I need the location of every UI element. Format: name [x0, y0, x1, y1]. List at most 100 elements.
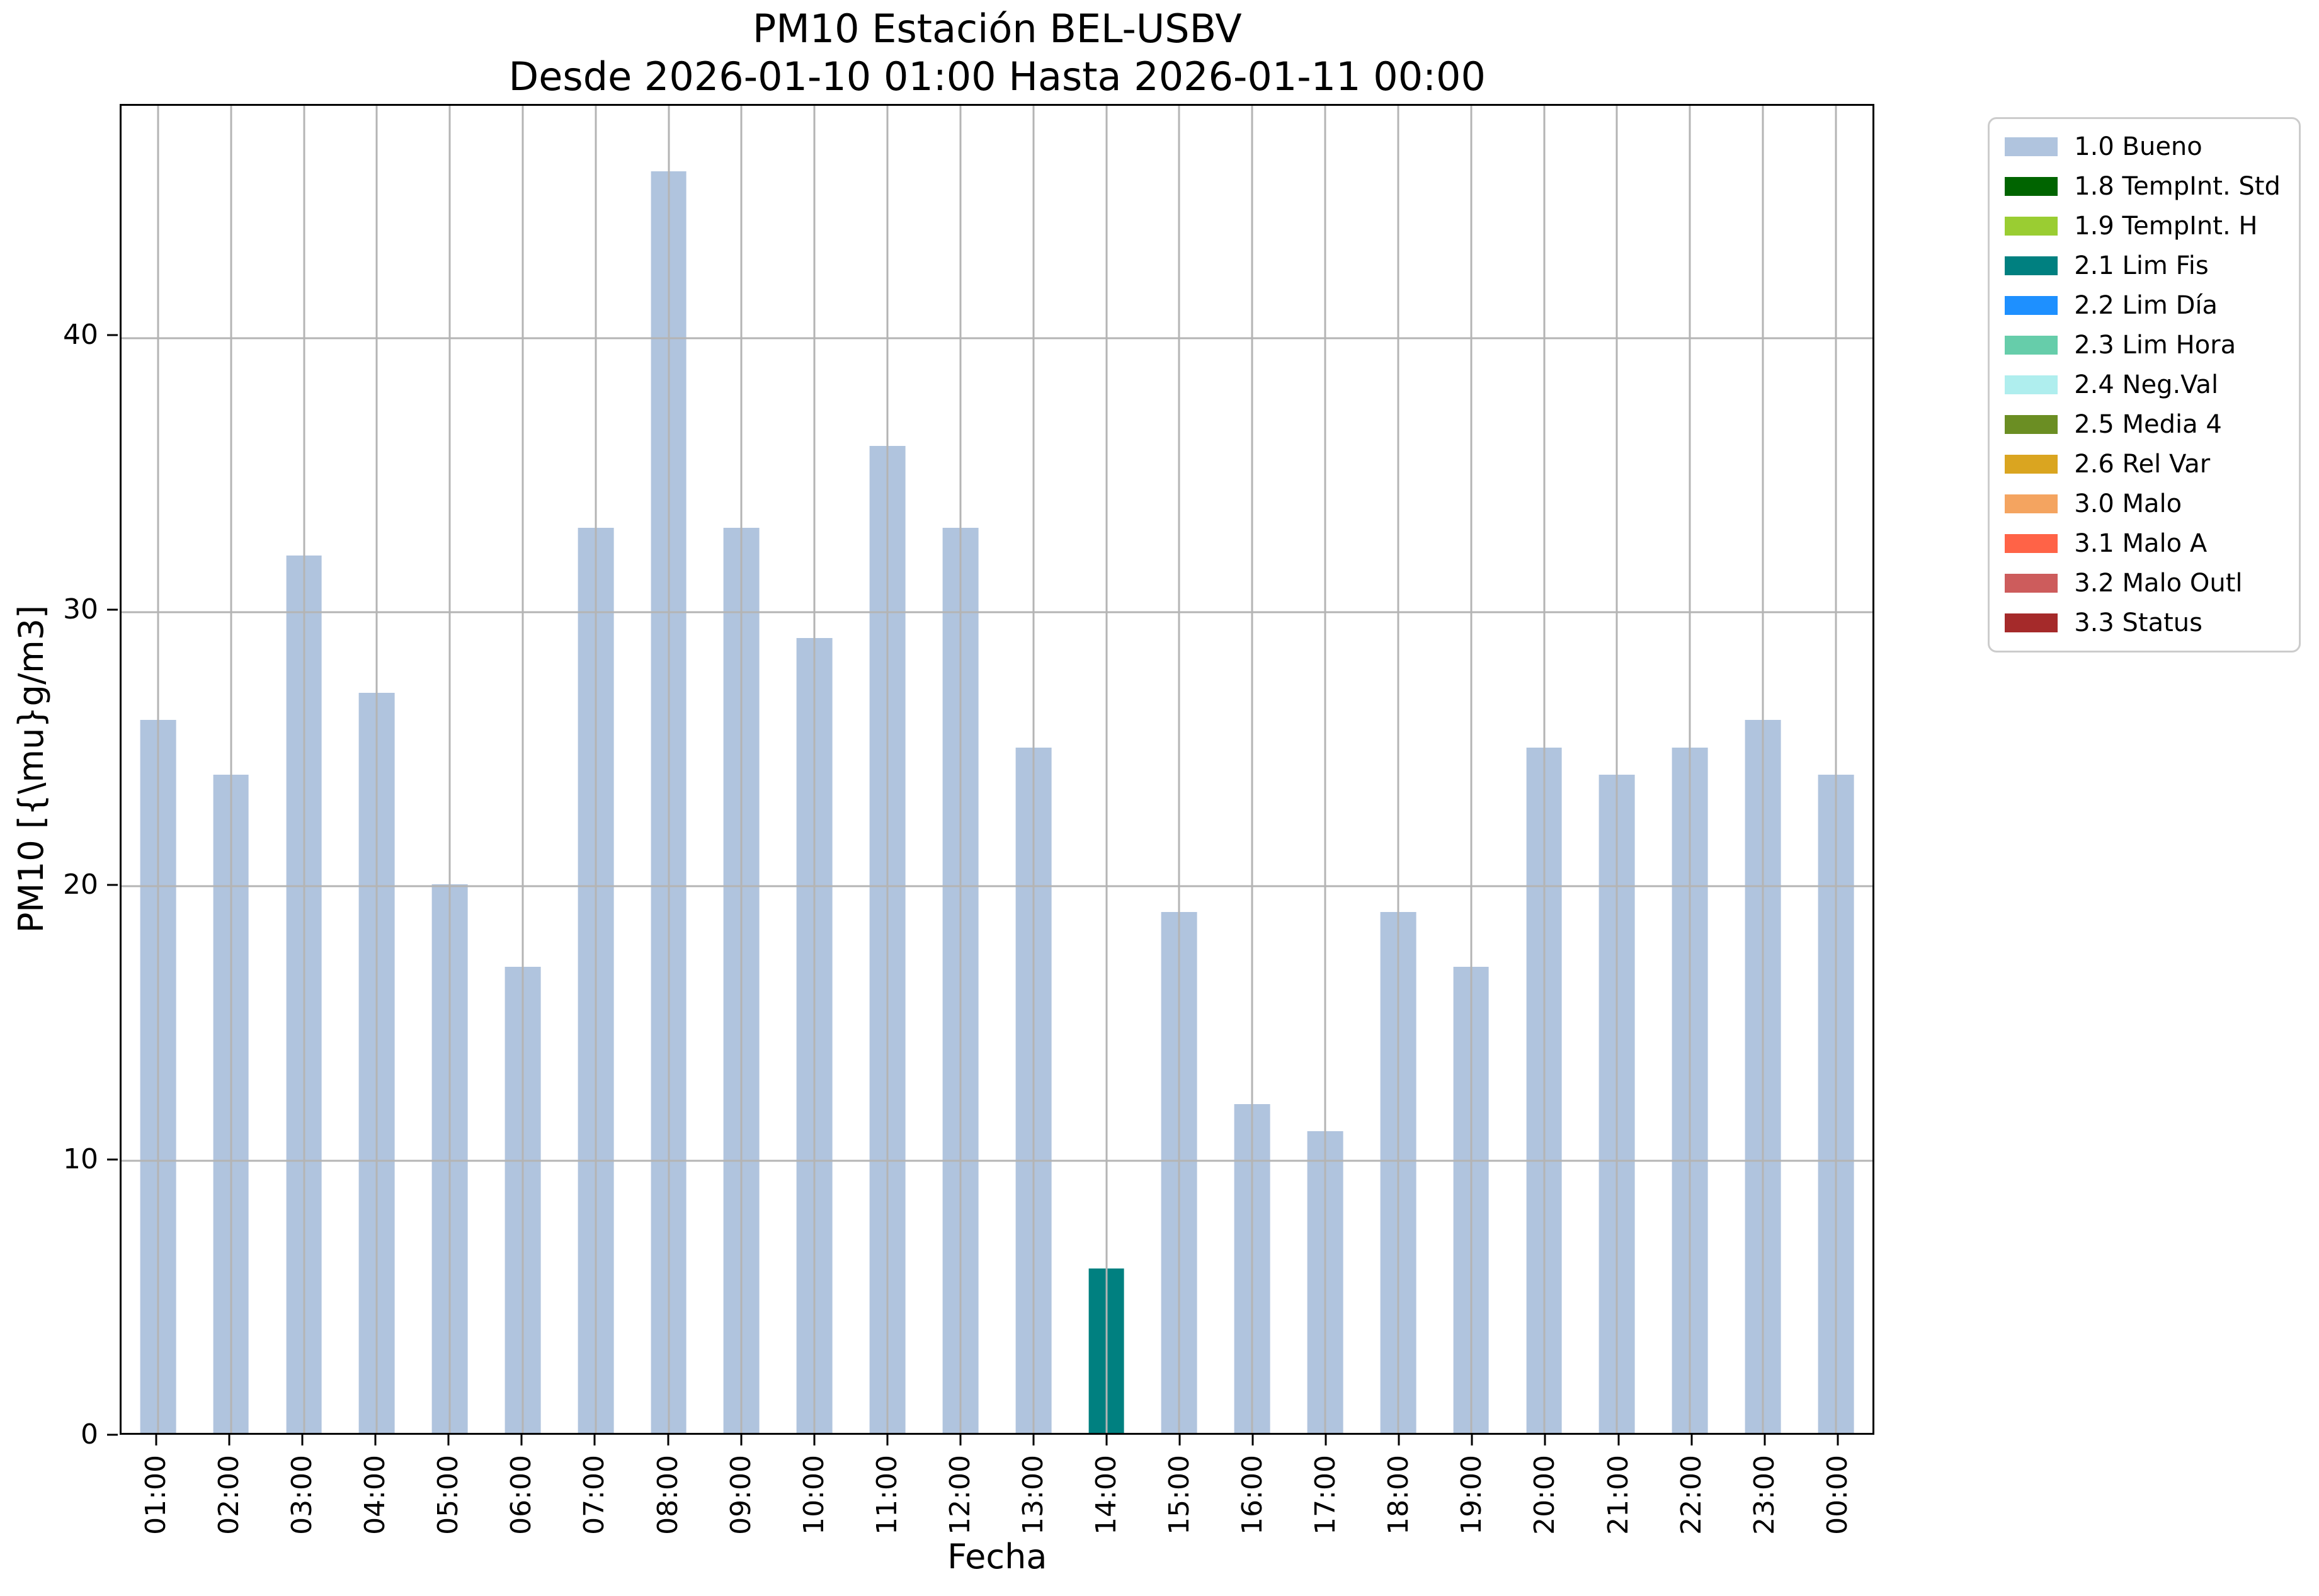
- vertical-gridline: [1178, 105, 1180, 1434]
- grid-layer: [121, 105, 1872, 1434]
- legend-label: 1.0 Bueno: [2074, 132, 2202, 162]
- x-tick-label: 19:00: [1456, 1455, 1488, 1535]
- x-tick-mark: [447, 1435, 450, 1446]
- legend-item: 3.0 Malo: [2005, 491, 2281, 516]
- x-tick-label: 08:00: [651, 1455, 684, 1535]
- legend-item: 2.6 Rel Var: [2005, 452, 2281, 477]
- x-tick-label: 01:00: [140, 1455, 173, 1535]
- vertical-gridline: [375, 105, 378, 1434]
- legend-item: 1.0 Bueno: [2005, 134, 2281, 159]
- vertical-gridline: [1105, 105, 1108, 1434]
- legend-item: 2.4 Neg.Val: [2005, 372, 2281, 397]
- x-tick-label: 18:00: [1382, 1455, 1415, 1535]
- legend-swatch-icon: [2005, 613, 2058, 633]
- x-tick-label: 20:00: [1529, 1455, 1561, 1535]
- vertical-gridline: [521, 105, 524, 1434]
- vertical-gridline: [1835, 105, 1837, 1434]
- vertical-gridline: [303, 105, 305, 1434]
- x-tick-label: 23:00: [1748, 1455, 1781, 1535]
- x-tick-label: 16:00: [1236, 1455, 1269, 1535]
- legend-label: 2.2 Lim Día: [2074, 291, 2218, 321]
- y-tick-mark: [106, 1158, 118, 1161]
- legend: 1.0 Bueno 1.8 TempInt. Std 1.9 TempInt. H 2…: [1988, 117, 2301, 653]
- legend-swatch-icon: [2005, 455, 2058, 474]
- legend-swatch-icon: [2005, 574, 2058, 593]
- x-tick-label: 14:00: [1090, 1455, 1122, 1535]
- y-tick-label: 20: [62, 868, 98, 901]
- y-axis-label: PM10 [{\mu}g/m3]: [11, 605, 51, 933]
- legend-label: 2.1 Lim Fis: [2074, 251, 2209, 281]
- y-tick-mark: [106, 1434, 118, 1436]
- x-tick-label: 12:00: [943, 1455, 976, 1535]
- x-tick-mark: [301, 1435, 304, 1446]
- legend-swatch-icon: [2005, 217, 2058, 236]
- x-tick-label: 10:00: [797, 1455, 830, 1535]
- legend-label: 2.3 Lim Hora: [2074, 331, 2236, 360]
- chart-title-block: PM10 Estación BEL-USBV Desde 2026-01-10 …: [509, 5, 1486, 100]
- vertical-gridline: [1543, 105, 1546, 1434]
- vertical-gridline: [448, 105, 451, 1434]
- legend-label: 2.4 Neg.Val: [2074, 370, 2219, 400]
- x-tick-label: 06:00: [505, 1455, 538, 1535]
- x-tick-mark: [155, 1435, 157, 1446]
- x-tick-mark: [740, 1435, 743, 1446]
- chart-title: PM10 Estación BEL-USBV: [752, 6, 1242, 52]
- legend-item: 3.3 Status: [2005, 610, 2281, 636]
- legend-swatch-icon: [2005, 375, 2058, 395]
- horizontal-gridline: [121, 611, 1872, 613]
- vertical-gridline: [813, 105, 816, 1434]
- x-tick-mark: [886, 1435, 889, 1446]
- vertical-gridline: [740, 105, 743, 1434]
- vertical-gridline: [1615, 105, 1618, 1434]
- x-tick-mark: [1032, 1435, 1035, 1446]
- legend-swatch-icon: [2005, 415, 2058, 435]
- x-tick-mark: [813, 1435, 816, 1446]
- vertical-gridline: [1032, 105, 1035, 1434]
- legend-swatch-icon: [2005, 137, 2058, 157]
- y-tick-label: 40: [62, 318, 98, 351]
- y-tick-label: 30: [62, 593, 98, 626]
- legend-label: 1.9 TempInt. H: [2074, 212, 2258, 241]
- vertical-gridline: [1689, 105, 1691, 1434]
- horizontal-gridline: [121, 337, 1872, 339]
- legend-swatch-icon: [2005, 296, 2058, 316]
- legend-label: 1.8 TempInt. Std: [2074, 172, 2281, 202]
- legend-label: 3.2 Malo Outl: [2074, 569, 2243, 598]
- x-tick-mark: [1325, 1435, 1327, 1446]
- vertical-gridline: [1251, 105, 1253, 1434]
- x-tick-mark: [593, 1435, 596, 1446]
- x-tick-mark: [667, 1435, 669, 1446]
- vertical-gridline: [1324, 105, 1326, 1434]
- vertical-gridline: [157, 105, 159, 1434]
- y-tick-label: 10: [62, 1143, 98, 1176]
- vertical-gridline: [1470, 105, 1473, 1434]
- x-tick-mark: [1617, 1435, 1620, 1446]
- vertical-gridline: [668, 105, 670, 1434]
- legend-item: 2.2 Lim Día: [2005, 293, 2281, 318]
- x-tick-mark: [374, 1435, 377, 1446]
- x-tick-mark: [1837, 1435, 1839, 1446]
- legend-item: 2.5 Media 4: [2005, 412, 2281, 437]
- x-tick-mark: [1251, 1435, 1254, 1446]
- vertical-gridline: [1397, 105, 1399, 1434]
- legend-swatch-icon: [2005, 256, 2058, 276]
- x-tick-mark: [228, 1435, 231, 1446]
- y-tick-label: 0: [80, 1418, 98, 1451]
- x-tick-label: 15:00: [1163, 1455, 1196, 1535]
- legend-item: 2.3 Lim Hora: [2005, 333, 2281, 358]
- x-tick-mark: [1763, 1435, 1766, 1446]
- x-tick-label: 00:00: [1821, 1455, 1854, 1535]
- legend-label: 3.3 Status: [2074, 608, 2202, 638]
- x-tick-label: 21:00: [1602, 1455, 1634, 1535]
- horizontal-gridline: [121, 1160, 1872, 1162]
- x-tick-mark: [1471, 1435, 1473, 1446]
- vertical-gridline: [595, 105, 597, 1434]
- legend-label: 2.6 Rel Var: [2074, 450, 2211, 479]
- x-tick-label: 03:00: [286, 1455, 319, 1535]
- legend-swatch-icon: [2005, 494, 2058, 514]
- x-tick-label: 02:00: [213, 1455, 246, 1535]
- legend-item: 3.2 Malo Outl: [2005, 571, 2281, 596]
- x-tick-mark: [1690, 1435, 1693, 1446]
- x-tick-label: 13:00: [1017, 1455, 1049, 1535]
- legend-item: 3.1 Malo A: [2005, 531, 2281, 556]
